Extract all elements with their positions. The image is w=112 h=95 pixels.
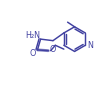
Text: N: N [86, 41, 92, 50]
Text: H₂N: H₂N [25, 31, 39, 40]
Text: O: O [49, 45, 55, 54]
Text: O: O [29, 49, 36, 58]
